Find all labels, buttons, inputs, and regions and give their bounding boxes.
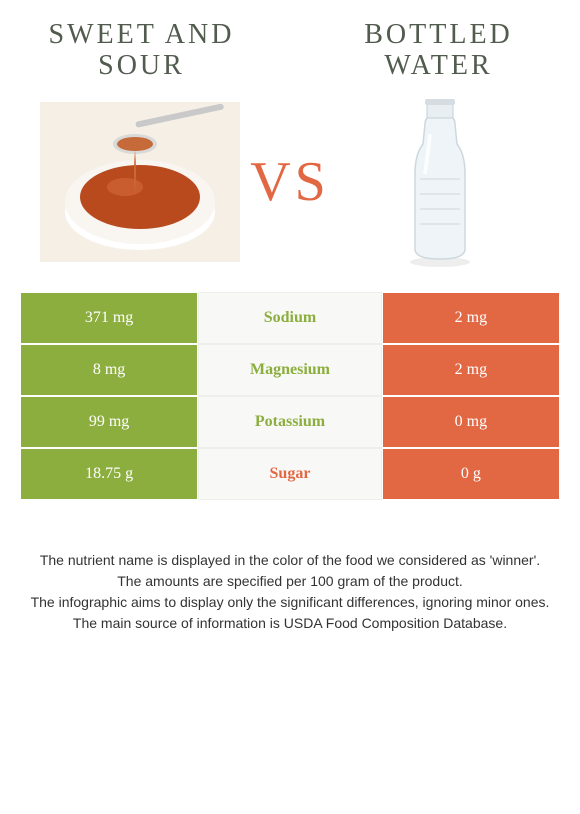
image-row: VS — [20, 102, 560, 262]
left-value: 371 mg — [20, 292, 198, 344]
nutrient-row: 18.75 gSugar0 g — [20, 448, 560, 500]
footnote-line: The main source of information is USDA F… — [30, 613, 550, 634]
right-value: 0 g — [382, 448, 560, 500]
nutrient-row: 371 mgSodium2 mg — [20, 292, 560, 344]
right-food-image — [340, 102, 540, 262]
nutrient-row: 8 mgMagnesium2 mg — [20, 344, 560, 396]
footnotes: The nutrient name is displayed in the co… — [20, 550, 560, 634]
nutrient-name: Potassium — [198, 396, 382, 448]
vs-label: VS — [250, 150, 330, 214]
left-value: 8 mg — [20, 344, 198, 396]
right-food-title: BOTTLED WATER — [317, 20, 560, 82]
nutrient-name: Sodium — [198, 292, 382, 344]
title-row: SWEET AND SOUR BOTTLED WATER — [20, 20, 560, 82]
infographic-container: SWEET AND SOUR BOTTLED WATER VS — [0, 0, 580, 814]
nutrient-table: 371 mgSodium2 mg8 mgMagnesium2 mg99 mgPo… — [20, 292, 560, 500]
right-value: 2 mg — [382, 292, 560, 344]
footnote-line: The amounts are specified per 100 gram o… — [30, 571, 550, 592]
left-food-title: SWEET AND SOUR — [20, 20, 263, 82]
right-value: 2 mg — [382, 344, 560, 396]
footnote-line: The nutrient name is displayed in the co… — [30, 550, 550, 571]
nutrient-name: Magnesium — [198, 344, 382, 396]
nutrient-row: 99 mgPotassium0 mg — [20, 396, 560, 448]
left-food-image — [40, 102, 240, 262]
left-value: 18.75 g — [20, 448, 198, 500]
right-value: 0 mg — [382, 396, 560, 448]
nutrient-name: Sugar — [198, 448, 382, 500]
footnote-line: The infographic aims to display only the… — [30, 592, 550, 613]
left-value: 99 mg — [20, 396, 198, 448]
